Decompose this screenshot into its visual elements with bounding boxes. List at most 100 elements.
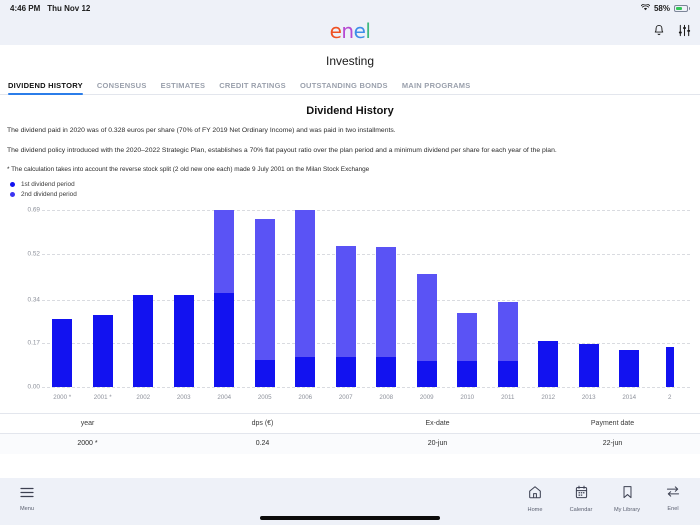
x-axis-tick: 2010 (460, 394, 475, 402)
chart-bar[interactable] (457, 312, 478, 387)
intro-paragraph-1: The dividend paid in 2020 was of 0.328 e… (7, 127, 396, 134)
home-indicator (260, 516, 440, 520)
bar-segment-1st-period (254, 360, 275, 387)
gridline (42, 299, 690, 301)
battery-percent-label: 58% (653, 3, 670, 13)
bookmark-icon (622, 485, 633, 504)
tab-dividend-history[interactable]: DIVIDEND HISTORY (8, 81, 83, 95)
x-axis-tick: 2014 (622, 394, 637, 402)
tab-main-programs[interactable]: MAIN PROGRAMS (401, 81, 471, 90)
y-axis-tick: 0.69 (27, 206, 40, 214)
tab-credit-ratings[interactable]: CREDIT RATINGS (219, 81, 286, 90)
bar-column (528, 210, 569, 387)
hamburger-icon (20, 485, 34, 503)
chart-bar[interactable] (254, 218, 275, 387)
sliders-icon[interactable] (677, 24, 691, 38)
bottom-nav-item-calendar[interactable]: Calendar (566, 485, 596, 513)
legend-item-1: 2nd dividend period (10, 191, 690, 198)
chart-bar[interactable] (335, 245, 356, 387)
status-bar-left: 4:46 PM Thu Nov 12 (10, 4, 90, 13)
dividend-table: year dps (€) Ex-date Payment date 2000 * 0.2… (0, 412, 700, 454)
chart-bar[interactable] (665, 346, 674, 387)
y-axis-tick: 0.00 (27, 383, 40, 391)
home-icon (528, 485, 542, 504)
calendar-icon (575, 485, 588, 504)
logo-letter-1: n (341, 18, 354, 43)
bottom-nav-item-home[interactable]: Home (520, 485, 550, 513)
app-bar-actions (652, 16, 691, 45)
bar-segment-1st-period (538, 340, 559, 387)
table-column-header: Ex-date (425, 419, 450, 427)
menu-button[interactable]: Menu (12, 485, 42, 512)
chart-bar[interactable] (497, 302, 518, 387)
chart-bar[interactable] (619, 349, 640, 387)
bar-segment-2nd-period (335, 245, 356, 358)
tab-consensus[interactable]: CONSENSUS (96, 81, 147, 90)
transfer-icon (666, 485, 680, 503)
chart-bar[interactable] (173, 294, 194, 387)
bar-column (609, 210, 650, 387)
bell-icon[interactable] (652, 24, 666, 38)
legend-label: 2nd dividend period (21, 190, 77, 198)
logo-letter-3: l (365, 18, 371, 43)
bar-segment-2nd-period (254, 218, 275, 361)
status-time: 4:46 PM (10, 3, 41, 13)
bottom-nav-item-enel[interactable]: Enel (658, 485, 688, 513)
tab-outstanding-bonds[interactable]: OUTSTANDING BONDS (299, 81, 388, 90)
bottom-nav-label: Home (527, 507, 543, 513)
chart-bar[interactable] (133, 294, 154, 387)
chart-x-axis: 2000 * 2001 * 2002 2003 2004 2005 2006 2007 2008… (42, 389, 690, 407)
table-column-header: dps (€) (251, 419, 274, 427)
x-axis-tick: 2 (668, 394, 672, 402)
bar-column (83, 210, 124, 387)
y-axis-tick: 0.52 (27, 250, 40, 258)
bar-segment-1st-period (133, 294, 154, 387)
bar-segment-2nd-period (295, 209, 316, 358)
x-axis-tick: 2003 (176, 394, 191, 402)
legend-dot-icon (10, 181, 15, 187)
table-cell: 0.24 (255, 440, 270, 448)
chart-bar[interactable] (538, 340, 559, 387)
bar-segment-1st-period (335, 357, 356, 387)
chart-bar[interactable] (52, 319, 73, 387)
bar-segment-1st-period (416, 361, 437, 387)
bar-column (407, 210, 448, 387)
table-header-row: year dps (€) Ex-date Payment date (0, 413, 700, 434)
logo-letter-2: e (353, 18, 366, 43)
bar-column (42, 210, 83, 387)
bar-segment-1st-period (497, 361, 518, 387)
bar-column (164, 210, 205, 387)
x-axis-tick: 2013 (581, 394, 596, 402)
bar-segment-1st-period (665, 346, 674, 387)
bar-segment-1st-period (457, 361, 478, 387)
chart-bar[interactable] (376, 247, 397, 387)
x-axis-tick: 2007 (338, 394, 353, 402)
chart-bar[interactable] (416, 274, 437, 387)
bar-segment-2nd-period (416, 274, 437, 362)
chart-bar[interactable] (92, 314, 113, 387)
x-axis-tick: 2006 (298, 394, 313, 402)
bar-segment-2nd-period (214, 210, 235, 294)
x-axis-tick: 2011 (501, 394, 515, 402)
chart-bar[interactable] (295, 209, 316, 387)
chart-bar[interactable] (578, 344, 599, 387)
wifi-icon (640, 3, 651, 13)
legend-item-0: 1st dividend period (10, 181, 690, 188)
table-row[interactable]: 2000 * 0.24 20-jun 22-jun (0, 433, 700, 454)
x-axis-tick: 2004 (217, 394, 232, 402)
dividend-history-chart: 0.69 0.52 0.34 0.17 0.00 2000 * 2001 * 2002 200… (6, 202, 694, 407)
x-axis-tick: 2002 (136, 394, 151, 402)
bar-column (447, 210, 488, 387)
bar-column (204, 210, 245, 387)
x-axis-tick: 2012 (541, 394, 556, 402)
tab-estimates[interactable]: ESTIMATES (160, 81, 206, 90)
bar-segment-2nd-period (376, 247, 397, 358)
bar-column (650, 210, 691, 387)
bottom-nav-items: Home Calendar My Library Enel (520, 485, 688, 513)
bottom-nav-label: My Library (613, 507, 641, 513)
chart-bar[interactable] (214, 210, 235, 387)
bottom-nav-item-my-library[interactable]: My Library (612, 485, 642, 513)
footnote-text: * The calculation takes into account the… (7, 166, 370, 174)
